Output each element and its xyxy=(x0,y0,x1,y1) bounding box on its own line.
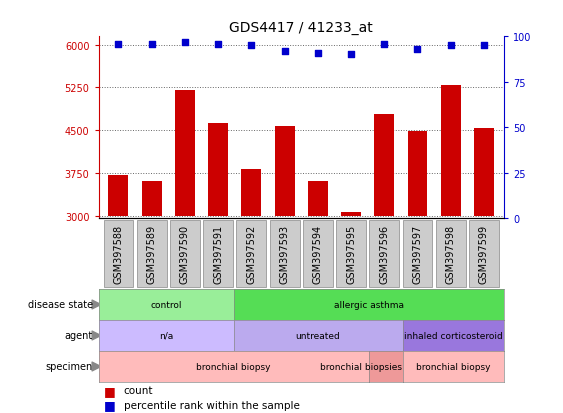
Bar xyxy=(441,85,461,216)
FancyBboxPatch shape xyxy=(203,220,233,288)
Point xyxy=(314,50,323,57)
Text: bronchial biopsy: bronchial biopsy xyxy=(416,362,490,371)
Point xyxy=(413,47,422,53)
Text: disease state: disease state xyxy=(28,299,93,310)
Point xyxy=(147,41,156,48)
Point xyxy=(114,41,123,48)
Text: GSM397589: GSM397589 xyxy=(147,225,157,283)
FancyBboxPatch shape xyxy=(170,220,200,288)
Text: GSM397599: GSM397599 xyxy=(479,225,489,283)
Text: count: count xyxy=(124,385,153,395)
FancyBboxPatch shape xyxy=(137,220,167,288)
Bar xyxy=(208,124,228,216)
Text: control: control xyxy=(150,300,182,309)
Bar xyxy=(109,175,128,216)
Point xyxy=(91,363,100,370)
Text: GSM397588: GSM397588 xyxy=(114,225,123,283)
FancyBboxPatch shape xyxy=(104,220,133,288)
Text: allergic asthma: allergic asthma xyxy=(334,300,404,309)
Text: ■: ■ xyxy=(104,398,116,411)
Text: GSM397595: GSM397595 xyxy=(346,224,356,284)
Bar xyxy=(242,169,261,216)
Text: inhaled corticosteroid: inhaled corticosteroid xyxy=(404,331,503,340)
Point xyxy=(213,41,222,48)
Bar xyxy=(142,182,162,216)
Title: GDS4417 / 41233_at: GDS4417 / 41233_at xyxy=(229,21,373,35)
FancyBboxPatch shape xyxy=(236,220,266,288)
Text: percentile rank within the sample: percentile rank within the sample xyxy=(124,400,300,410)
Point xyxy=(347,52,356,59)
Point xyxy=(446,43,455,50)
FancyBboxPatch shape xyxy=(436,220,466,288)
Text: untreated: untreated xyxy=(296,331,341,340)
Point xyxy=(91,301,100,308)
Point xyxy=(180,39,189,46)
Point xyxy=(480,43,489,50)
Bar xyxy=(374,115,394,216)
Text: GSM397594: GSM397594 xyxy=(313,225,323,283)
Bar xyxy=(275,126,294,216)
FancyBboxPatch shape xyxy=(303,220,333,288)
Text: ■: ■ xyxy=(104,384,116,397)
Bar xyxy=(175,91,195,216)
Bar xyxy=(408,132,427,216)
Text: specimen: specimen xyxy=(46,361,93,372)
FancyBboxPatch shape xyxy=(270,220,300,288)
Text: n/a: n/a xyxy=(159,331,173,340)
FancyBboxPatch shape xyxy=(336,220,366,288)
Bar xyxy=(341,212,361,216)
Point xyxy=(91,332,100,339)
Bar xyxy=(474,128,494,216)
FancyBboxPatch shape xyxy=(403,220,432,288)
Text: GSM397596: GSM397596 xyxy=(379,225,389,283)
Point xyxy=(280,48,289,55)
Text: GSM397592: GSM397592 xyxy=(247,224,256,284)
Text: GSM397593: GSM397593 xyxy=(280,225,289,283)
FancyBboxPatch shape xyxy=(469,220,499,288)
Text: bronchial biopsy: bronchial biopsy xyxy=(196,362,271,371)
Text: GSM397597: GSM397597 xyxy=(413,224,422,284)
Bar xyxy=(308,181,328,216)
Text: GSM397598: GSM397598 xyxy=(446,225,455,283)
Text: GSM397590: GSM397590 xyxy=(180,225,190,283)
Text: GSM397591: GSM397591 xyxy=(213,225,223,283)
Text: bronchial biopsies (pool of 6): bronchial biopsies (pool of 6) xyxy=(320,362,452,371)
Point xyxy=(380,41,389,48)
Point xyxy=(247,43,256,50)
Text: agent: agent xyxy=(65,330,93,341)
FancyBboxPatch shape xyxy=(369,220,399,288)
